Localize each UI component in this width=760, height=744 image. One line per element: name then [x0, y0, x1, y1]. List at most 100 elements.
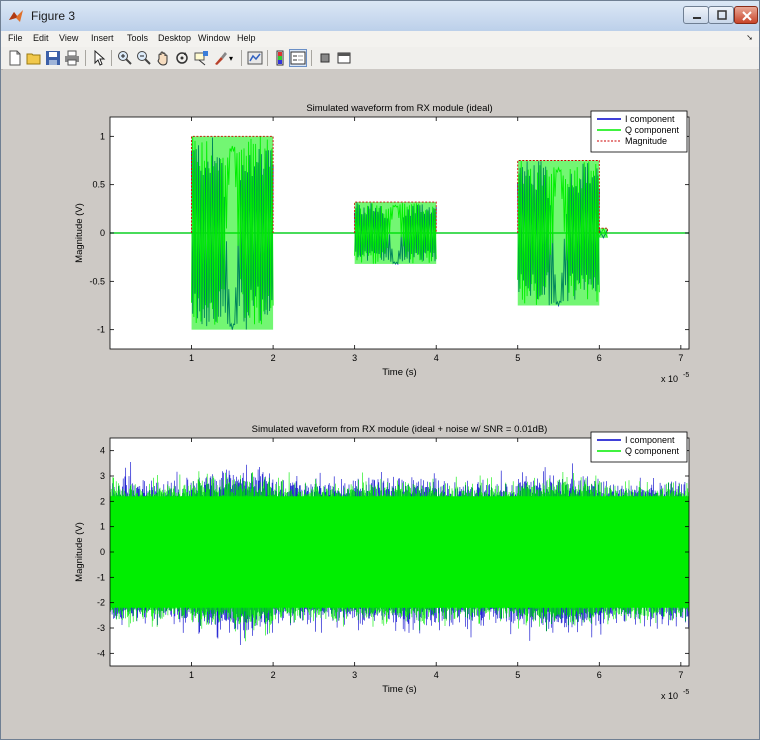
y-tick-label: -0.5: [89, 276, 105, 286]
save-icon[interactable]: [45, 50, 61, 66]
open-file-icon[interactable]: [26, 50, 42, 66]
menu-desktop[interactable]: Desktop: [158, 33, 192, 43]
q-component-fill-2: [354, 202, 437, 264]
menu-insert[interactable]: Insert: [91, 33, 114, 43]
legend-box: [590, 110, 688, 153]
y-tick-label: -4: [97, 648, 105, 658]
x-exponent-label: x 10: [661, 691, 678, 701]
y-axis-label: Magnitude (V): [74, 522, 85, 582]
menu-tools[interactable]: Tools: [127, 33, 149, 43]
y-tick-label: -3: [97, 623, 105, 633]
link-plot-icon[interactable]: [247, 50, 263, 66]
q-component-noisy-line: [110, 471, 689, 642]
magnitude-envelope-4: [598, 227, 608, 233]
figure-toolbar: ▾: [1, 47, 759, 70]
y-tick-label: 2: [100, 496, 105, 506]
chart-1: Simulated waveform from RX module (ideal…: [74, 103, 690, 384]
menu-window[interactable]: Window: [198, 33, 231, 43]
legend-box: [590, 431, 688, 463]
zoom-in-icon[interactable]: [117, 50, 133, 66]
toolbar-separator: [311, 50, 312, 66]
legend-label: I component: [625, 435, 675, 445]
toolbar-separator: [111, 50, 112, 66]
x-tick-label: 7: [678, 670, 683, 680]
y-tick-label: 3: [100, 471, 105, 481]
menu-help[interactable]: Help: [237, 33, 256, 43]
legend-icon: [290, 51, 306, 65]
rotate-3d-icon[interactable]: [174, 50, 190, 66]
data-layer: [110, 461, 689, 646]
new-figure-icon[interactable]: [7, 50, 23, 66]
legend-label: Q component: [625, 446, 680, 456]
minimize-button[interactable]: [683, 6, 709, 24]
colorbar-icon[interactable]: [272, 50, 288, 66]
magnitude-envelope-2: [354, 201, 437, 233]
close-button[interactable]: [734, 6, 758, 24]
x-exponent-value: -5: [683, 372, 689, 379]
title-bar[interactable]: Figure 3: [1, 1, 759, 31]
x-tick-label: 4: [434, 353, 439, 363]
legend-label: Magnitude: [625, 136, 667, 146]
x-tick-label: 5: [515, 670, 520, 680]
y-tick-label: -1: [97, 325, 105, 335]
magnitude-envelope-3: [517, 160, 600, 233]
q-component-fill-1: [191, 136, 274, 330]
q-component-fill-3: [517, 160, 600, 306]
matlab-logo-icon: [9, 10, 23, 22]
pointer-icon[interactable]: [91, 50, 107, 66]
menu-edit[interactable]: Edit: [33, 33, 49, 43]
y-axis-label: Magnitude (V): [74, 203, 85, 263]
window-title: Figure 3: [31, 9, 76, 23]
menu-bar: File Edit View Insert Tools Desktop Wind…: [1, 31, 759, 47]
y-tick-label: 0: [100, 547, 105, 557]
x-tick-label: 2: [271, 670, 276, 680]
maximize-icon: [717, 10, 727, 20]
dock-arrow-icon[interactable]: ➘: [746, 33, 753, 42]
y-tick-label: -2: [97, 598, 105, 608]
data-layer: [110, 135, 689, 330]
zoom-out-icon[interactable]: [136, 50, 152, 66]
x-tick-label: 7: [678, 353, 683, 363]
minimize-icon: [693, 17, 701, 19]
menu-file[interactable]: File: [8, 33, 23, 43]
figure-canvas: Simulated waveform from RX module (ideal…: [3, 69, 757, 739]
close-icon: [742, 11, 752, 21]
x-tick-label: 2: [271, 353, 276, 363]
x-tick-label: 3: [352, 670, 357, 680]
magnitude-envelope-1: [191, 135, 274, 233]
y-tick-label: 0.5: [92, 180, 105, 190]
x-tick-label: 1: [189, 670, 194, 680]
brush-dropdown-icon[interactable]: ▾: [229, 54, 234, 63]
y-tick-label: 0: [100, 228, 105, 238]
menu-view[interactable]: View: [59, 33, 79, 43]
toolbar-separator: [241, 50, 242, 66]
maximize-button[interactable]: [708, 6, 734, 24]
x-exponent-label: x 10: [661, 374, 678, 384]
x-tick-label: 6: [597, 353, 602, 363]
data-cursor-icon[interactable]: [193, 50, 209, 66]
toolbar-separator: [85, 50, 86, 66]
chart-2: Simulated waveform from RX module (ideal…: [74, 424, 690, 701]
print-icon[interactable]: [64, 50, 80, 66]
y-tick-label: -1: [97, 572, 105, 582]
x-tick-label: 1: [189, 353, 194, 363]
legend-label: Q component: [625, 125, 680, 135]
chart-title: Simulated waveform from RX module (ideal…: [252, 424, 548, 435]
y-tick-label: 4: [100, 446, 105, 456]
chart-title: Simulated waveform from RX module (ideal…: [306, 103, 492, 114]
pan-icon[interactable]: [155, 50, 171, 66]
q-component-fill-4: [599, 228, 608, 238]
x-tick-label: 3: [352, 353, 357, 363]
x-tick-label: 6: [597, 670, 602, 680]
brush-icon[interactable]: [212, 50, 228, 66]
x-tick-label: 5: [515, 353, 520, 363]
hide-plot-tools-icon[interactable]: [317, 50, 333, 66]
x-axis-label: Time (s): [382, 684, 416, 695]
y-tick-label: 1: [100, 131, 105, 141]
x-exponent-value: -5: [683, 689, 689, 696]
legend-label: I component: [625, 114, 675, 124]
show-plot-tools-icon[interactable]: [336, 50, 352, 66]
